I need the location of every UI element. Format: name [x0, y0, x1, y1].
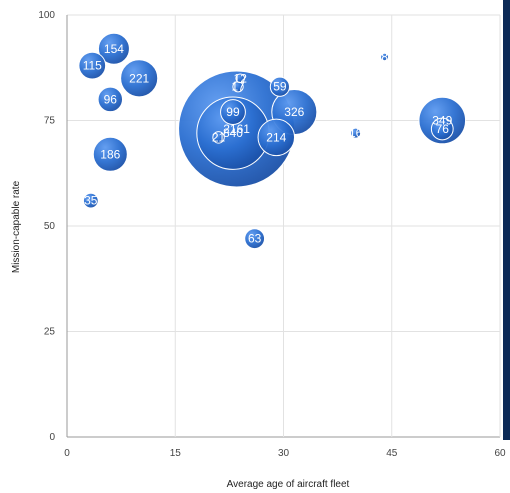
- bubble-label: 221: [129, 71, 149, 85]
- bubble-label: 115: [83, 59, 102, 73]
- bubble-label: 17: [231, 80, 245, 94]
- bubble-label: 186: [100, 147, 120, 161]
- bubble: [235, 73, 246, 84]
- bubble-label: 12: [234, 71, 248, 85]
- bubble: [97, 86, 124, 113]
- x-tick-label: 45: [386, 448, 398, 459]
- bubble-label: 214: [266, 130, 286, 144]
- y-tick-label: 0: [49, 432, 55, 443]
- bubble: [244, 228, 266, 250]
- bubble: [380, 52, 390, 62]
- bubble-label: 16: [349, 126, 363, 140]
- y-tick-label: 50: [44, 221, 56, 232]
- bubble: [269, 76, 290, 97]
- bubble-label: 63: [248, 232, 262, 246]
- bubble: [92, 136, 128, 172]
- bubble-label: 99: [226, 105, 240, 119]
- bubble: [78, 51, 107, 80]
- x-axis-label: Average age of aircraft fleet: [227, 479, 350, 490]
- bubble-label: 349: [432, 114, 452, 128]
- x-tick-label: 60: [494, 448, 506, 459]
- bubble-label: 840: [223, 126, 243, 140]
- bubble-label: 35: [84, 194, 98, 208]
- bubble-label: 326: [284, 105, 304, 119]
- x-tick-label: 30: [278, 448, 290, 459]
- bubble: [82, 192, 99, 209]
- bubble-label: 21: [212, 130, 226, 144]
- bubble: [220, 99, 246, 125]
- bubble-label: 76: [436, 122, 450, 136]
- y-tick-label: 75: [44, 116, 56, 127]
- bubble: [430, 117, 454, 141]
- bubble: [350, 127, 362, 139]
- y-tick-label: 100: [38, 10, 55, 21]
- bubble-label: 59: [273, 80, 287, 94]
- bubble: [212, 131, 225, 144]
- x-tick-label: 0: [64, 448, 70, 459]
- y-axis-label: Mission-capable rate: [11, 180, 22, 273]
- x-tick-label: 15: [170, 448, 182, 459]
- grid: [66, 14, 501, 438]
- bubble: [120, 59, 159, 98]
- tick-labels: 0 25 50 75 100 0 15 30 45 60: [38, 10, 506, 459]
- bubble-label: 2161: [223, 122, 250, 136]
- y-tick-label: 25: [44, 327, 56, 338]
- bubble-label: 154: [104, 42, 124, 56]
- bubble: [257, 118, 296, 157]
- bubble-label: 96: [104, 92, 118, 106]
- bubble: [97, 32, 130, 65]
- right-edge-bar: [503, 0, 510, 440]
- bubbles: [78, 32, 467, 250]
- bubble-label: 8: [381, 50, 388, 64]
